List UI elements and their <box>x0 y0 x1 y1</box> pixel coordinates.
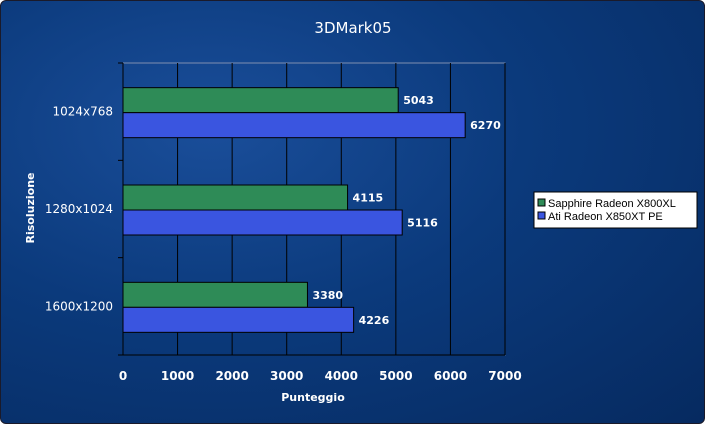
x-tick-label: 5000 <box>379 369 412 383</box>
category-label: 1024x768 <box>52 105 113 119</box>
legend-box <box>533 191 698 229</box>
legend-label: Ati Radeon X850XT PE <box>548 211 663 223</box>
legend-label: Sapphire Radeon X800XL <box>548 198 676 210</box>
bar <box>122 306 355 333</box>
x-tick-label: 4000 <box>325 369 358 383</box>
bar <box>122 112 466 139</box>
legend-swatch <box>537 198 546 207</box>
category-label: 1280x1024 <box>45 202 113 216</box>
bar <box>122 184 349 211</box>
x-tick-label: 0 <box>119 369 127 383</box>
bar <box>122 281 308 308</box>
x-tick-label: 6000 <box>434 369 467 383</box>
chart-title: 3DMark05 <box>314 19 391 37</box>
bar-value-label: 6270 <box>470 119 501 132</box>
bar <box>122 209 403 236</box>
bar <box>122 87 399 114</box>
x-tick-label: 1000 <box>161 369 194 383</box>
legend-swatch <box>537 211 546 220</box>
x-tick-label: 2000 <box>215 369 248 383</box>
x-axis-title: Punteggio <box>281 391 345 404</box>
x-tick-label: 3000 <box>270 369 303 383</box>
bar-value-label: 5043 <box>403 94 434 107</box>
bar-value-label: 3380 <box>312 289 343 302</box>
category-label: 1600x1200 <box>45 299 113 313</box>
bar-value-label: 4115 <box>353 192 384 205</box>
bar-value-label: 5116 <box>407 217 438 230</box>
y-axis-title: Risoluzione <box>24 173 37 244</box>
x-tick-label: 7000 <box>488 369 521 383</box>
plot-area: 0 1000 2000 3000 4000 5000 6000 7000 1024x768 504… <box>45 62 522 383</box>
bar-value-label: 4226 <box>359 314 390 327</box>
